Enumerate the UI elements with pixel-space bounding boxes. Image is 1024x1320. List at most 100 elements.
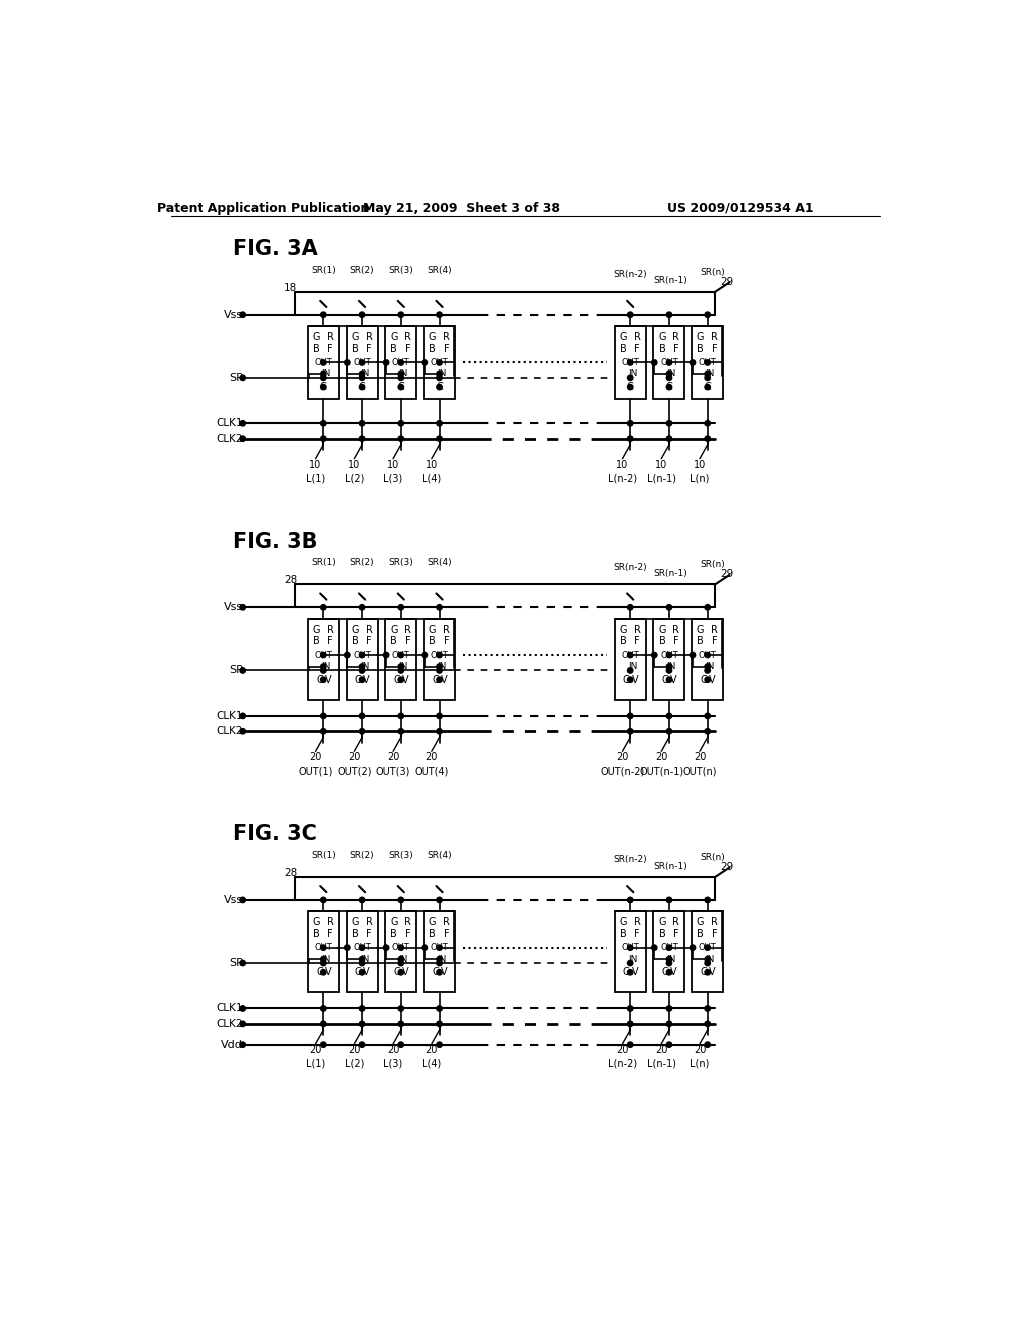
Text: R: R bbox=[443, 624, 450, 635]
Circle shape bbox=[705, 970, 711, 975]
Text: L(1): L(1) bbox=[306, 1059, 326, 1069]
Circle shape bbox=[690, 360, 695, 366]
Text: SR(4): SR(4) bbox=[427, 851, 452, 859]
Text: G: G bbox=[620, 624, 627, 635]
Text: IN: IN bbox=[398, 370, 408, 379]
Text: IN: IN bbox=[628, 663, 637, 671]
Circle shape bbox=[321, 668, 326, 673]
Circle shape bbox=[705, 1006, 711, 1011]
Text: 20: 20 bbox=[348, 752, 360, 763]
Circle shape bbox=[667, 677, 672, 682]
Circle shape bbox=[667, 713, 672, 718]
Text: IN: IN bbox=[628, 370, 637, 379]
Text: F: F bbox=[712, 929, 718, 939]
Circle shape bbox=[437, 1022, 442, 1027]
Bar bbox=[653, 326, 684, 400]
Text: R: R bbox=[673, 624, 679, 635]
Circle shape bbox=[240, 421, 246, 426]
Circle shape bbox=[345, 652, 350, 657]
Text: SR(1): SR(1) bbox=[311, 851, 336, 859]
Circle shape bbox=[398, 898, 403, 903]
Circle shape bbox=[705, 664, 711, 669]
Text: F: F bbox=[443, 343, 450, 354]
Circle shape bbox=[705, 652, 711, 657]
Text: F: F bbox=[404, 929, 411, 939]
Text: C: C bbox=[623, 675, 630, 685]
Circle shape bbox=[359, 957, 365, 962]
Text: OUT: OUT bbox=[698, 944, 717, 952]
Text: SR(n-1): SR(n-1) bbox=[653, 862, 687, 870]
Text: 10: 10 bbox=[426, 459, 438, 470]
Text: B: B bbox=[697, 343, 705, 354]
Text: R: R bbox=[327, 624, 334, 635]
Circle shape bbox=[321, 360, 326, 366]
Text: FIG. 3A: FIG. 3A bbox=[232, 239, 317, 259]
Text: IN: IN bbox=[398, 663, 408, 671]
Text: OUT: OUT bbox=[353, 358, 371, 367]
Text: G: G bbox=[351, 333, 358, 342]
Circle shape bbox=[705, 371, 711, 376]
Circle shape bbox=[398, 652, 403, 657]
Text: 20: 20 bbox=[348, 1045, 360, 1055]
Text: R: R bbox=[404, 624, 412, 635]
Text: SR(4): SR(4) bbox=[427, 265, 452, 275]
Circle shape bbox=[321, 957, 326, 962]
Text: OUT: OUT bbox=[392, 651, 410, 660]
Circle shape bbox=[359, 729, 365, 734]
Text: 10: 10 bbox=[655, 459, 668, 470]
Text: IN: IN bbox=[706, 370, 715, 379]
Circle shape bbox=[437, 898, 442, 903]
Text: Vss: Vss bbox=[223, 310, 243, 319]
Text: C: C bbox=[666, 381, 673, 392]
Bar bbox=[424, 326, 455, 400]
Text: C: C bbox=[358, 381, 366, 392]
Text: R: R bbox=[673, 333, 679, 342]
Circle shape bbox=[398, 957, 403, 962]
Circle shape bbox=[705, 668, 711, 673]
Text: SR(n): SR(n) bbox=[700, 853, 725, 862]
Text: C: C bbox=[397, 381, 404, 392]
Circle shape bbox=[667, 375, 672, 380]
Text: SR(3): SR(3) bbox=[388, 558, 413, 568]
Circle shape bbox=[321, 1041, 326, 1047]
Circle shape bbox=[321, 1006, 326, 1011]
Circle shape bbox=[705, 384, 711, 389]
Circle shape bbox=[628, 1041, 633, 1047]
Text: IN: IN bbox=[667, 370, 676, 379]
Text: SR(2): SR(2) bbox=[350, 558, 375, 568]
Text: B: B bbox=[429, 343, 436, 354]
Circle shape bbox=[321, 605, 326, 610]
Text: R: R bbox=[634, 333, 641, 342]
Text: F: F bbox=[443, 929, 450, 939]
Text: IN: IN bbox=[706, 954, 715, 964]
Circle shape bbox=[398, 312, 403, 317]
Circle shape bbox=[321, 898, 326, 903]
Text: B: B bbox=[313, 636, 319, 647]
Text: V: V bbox=[632, 968, 638, 977]
Text: C: C bbox=[393, 968, 400, 977]
Text: L(n-2): L(n-2) bbox=[608, 1059, 637, 1069]
Bar bbox=[385, 619, 417, 700]
Circle shape bbox=[437, 729, 442, 734]
Circle shape bbox=[437, 360, 442, 366]
Text: F: F bbox=[712, 343, 718, 354]
Text: F: F bbox=[404, 343, 411, 354]
Circle shape bbox=[398, 713, 403, 718]
Text: R: R bbox=[443, 333, 450, 342]
Text: B: B bbox=[697, 636, 705, 647]
Text: 10: 10 bbox=[387, 459, 399, 470]
Text: F: F bbox=[328, 929, 333, 939]
Circle shape bbox=[240, 713, 246, 718]
Text: Vss: Vss bbox=[223, 895, 243, 906]
Text: May 21, 2009  Sheet 3 of 38: May 21, 2009 Sheet 3 of 38 bbox=[362, 202, 560, 215]
Text: C: C bbox=[316, 675, 323, 685]
Circle shape bbox=[705, 945, 711, 950]
Text: Vss: Vss bbox=[223, 602, 243, 612]
Text: 10: 10 bbox=[348, 459, 360, 470]
Text: B: B bbox=[390, 636, 397, 647]
Circle shape bbox=[359, 1006, 365, 1011]
Circle shape bbox=[705, 677, 711, 682]
Circle shape bbox=[422, 652, 428, 657]
Circle shape bbox=[705, 1022, 711, 1027]
Text: L(n-1): L(n-1) bbox=[647, 474, 676, 483]
